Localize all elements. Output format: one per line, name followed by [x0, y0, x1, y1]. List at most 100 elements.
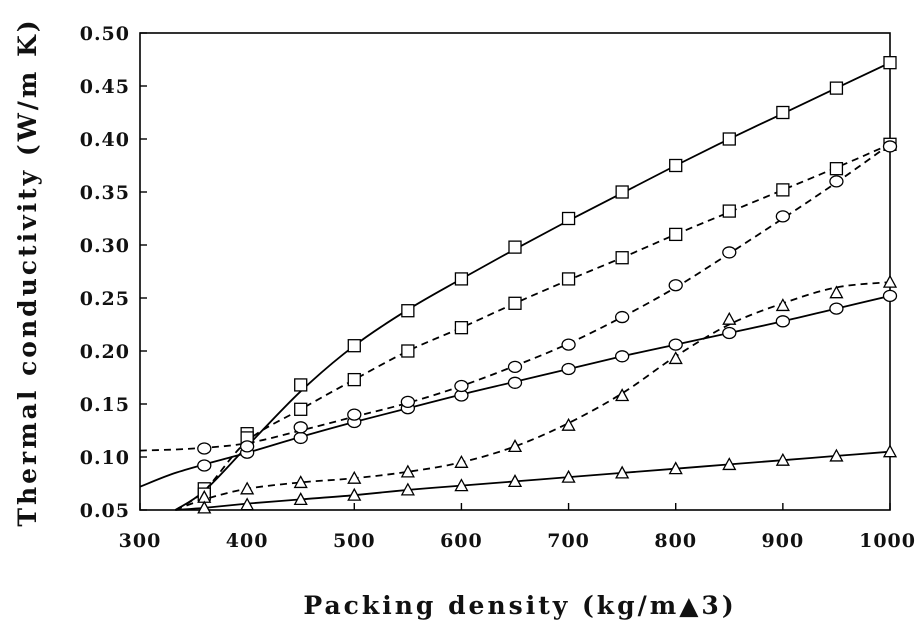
data-point-triangle: [829, 448, 844, 462]
data-point-circle: [197, 442, 212, 455]
y-tick-label: 0.20: [80, 341, 130, 363]
data-point-square: [776, 105, 790, 120]
y-tick-label: 0.50: [80, 23, 130, 45]
data-point-circle: [775, 315, 791, 328]
data-point-square: [508, 296, 522, 310]
data-point-triangle: [615, 465, 630, 479]
data-point-triangle: [240, 481, 255, 495]
x-tick-label: 900: [762, 530, 805, 552]
data-point-circle: [507, 376, 523, 389]
x-axis-label: Packing density (kg/m▲3): [303, 591, 736, 620]
data-point-square: [883, 56, 897, 70]
data-point-circle: [829, 302, 844, 315]
data-point-triangle: [882, 274, 898, 288]
y-tick-label: 0.10: [80, 447, 130, 469]
data-point-circle: [561, 362, 576, 376]
data-point-circle: [347, 408, 362, 421]
data-point-triangle: [829, 285, 844, 299]
data-point-square: [829, 81, 844, 95]
y-tick-label: 0.40: [80, 129, 130, 151]
data-point-triangle: [722, 311, 737, 325]
data-point-square: [347, 372, 361, 387]
data-point-square: [401, 344, 415, 358]
x-tick-label: 500: [333, 530, 376, 552]
y-tick-label: 0.05: [80, 500, 130, 522]
data-point-square: [615, 185, 629, 199]
data-point-triangle: [293, 475, 308, 489]
data-point-circle: [829, 175, 844, 188]
x-tick-label: 300: [119, 530, 162, 552]
data-point-circle: [197, 459, 212, 472]
data-point-circle: [775, 210, 791, 223]
data-point-circle: [454, 379, 469, 393]
data-point-circle: [507, 360, 523, 374]
data-point-triangle: [615, 388, 630, 402]
data-point-square: [722, 204, 736, 218]
data-point-triangle: [882, 444, 898, 458]
data-point-triangle: [347, 470, 362, 484]
data-point-square: [829, 162, 844, 176]
data-point-square: [454, 321, 469, 335]
data-point-circle: [293, 431, 308, 445]
data-point-circle: [722, 326, 737, 340]
data-point-triangle: [668, 351, 683, 365]
data-point-triangle: [775, 452, 790, 466]
data-point-triangle: [454, 478, 469, 492]
x-tick-label: 1000: [859, 530, 916, 552]
data-point-square: [561, 211, 576, 226]
data-point-square: [454, 272, 469, 286]
data-point-square: [722, 132, 736, 146]
data-point-circle: [293, 421, 308, 434]
data-point-triangle: [507, 439, 523, 453]
data-point-triangle: [400, 482, 415, 496]
data-point-circle: [722, 246, 737, 259]
data-point-square: [347, 339, 361, 353]
y-axis-ticks: 0.05 0.10 0.15 0.20 0.25 0.30 0.35 0.40 0.45 0.50: [80, 23, 147, 522]
data-point-square: [294, 378, 308, 392]
data-point-circle: [561, 338, 576, 351]
data-point-triangle: [454, 454, 469, 468]
data-point-square: [669, 158, 683, 173]
series-layer: [139, 56, 898, 514]
x-tick-label: 800: [654, 530, 697, 552]
data-point-square: [615, 251, 629, 265]
y-tick-label: 0.35: [80, 182, 130, 204]
data-point-triangle: [775, 298, 790, 312]
data-point-triangle: [293, 492, 308, 506]
data-point-circle: [668, 338, 683, 351]
data-point-triangle: [400, 464, 415, 478]
series-line-circle-solid: [139, 295, 891, 488]
data-point-circle: [668, 279, 683, 292]
data-point-triangle: [561, 469, 576, 483]
data-point-circle: [239, 440, 255, 453]
data-point-square: [561, 272, 576, 286]
data-point-square: [294, 402, 308, 416]
data-point-square: [776, 183, 790, 197]
data-point-triangle: [507, 474, 523, 488]
plot-frame: [139, 32, 891, 511]
data-point-triangle: [347, 487, 362, 501]
data-point-circle: [614, 310, 630, 324]
data-point-square: [669, 227, 683, 242]
data-point-triangle: [668, 461, 683, 475]
data-point-triangle: [197, 500, 212, 514]
y-axis-label: Thermal conductivity (W/m K): [13, 17, 42, 526]
y-tick-label: 0.15: [80, 394, 130, 416]
x-tick-label: 600: [440, 530, 483, 552]
data-point-circle: [882, 289, 898, 303]
data-point-triangle: [561, 417, 576, 431]
data-point-square: [401, 304, 415, 318]
data-point-square: [508, 240, 522, 254]
y-tick-label: 0.45: [80, 76, 130, 98]
data-point-triangle: [722, 457, 737, 471]
y-tick-label: 0.25: [80, 288, 130, 310]
x-tick-label: 700: [547, 530, 590, 552]
x-axis-ticks: 300 400 500 600 700 800 900 1000: [119, 503, 916, 552]
x-tick-label: 400: [226, 530, 269, 552]
y-tick-label: 0.30: [80, 235, 130, 257]
data-point-circle: [614, 350, 630, 363]
data-point-circle: [400, 395, 416, 409]
data-point-triangle: [240, 497, 255, 511]
data-point-circle: [882, 140, 898, 153]
